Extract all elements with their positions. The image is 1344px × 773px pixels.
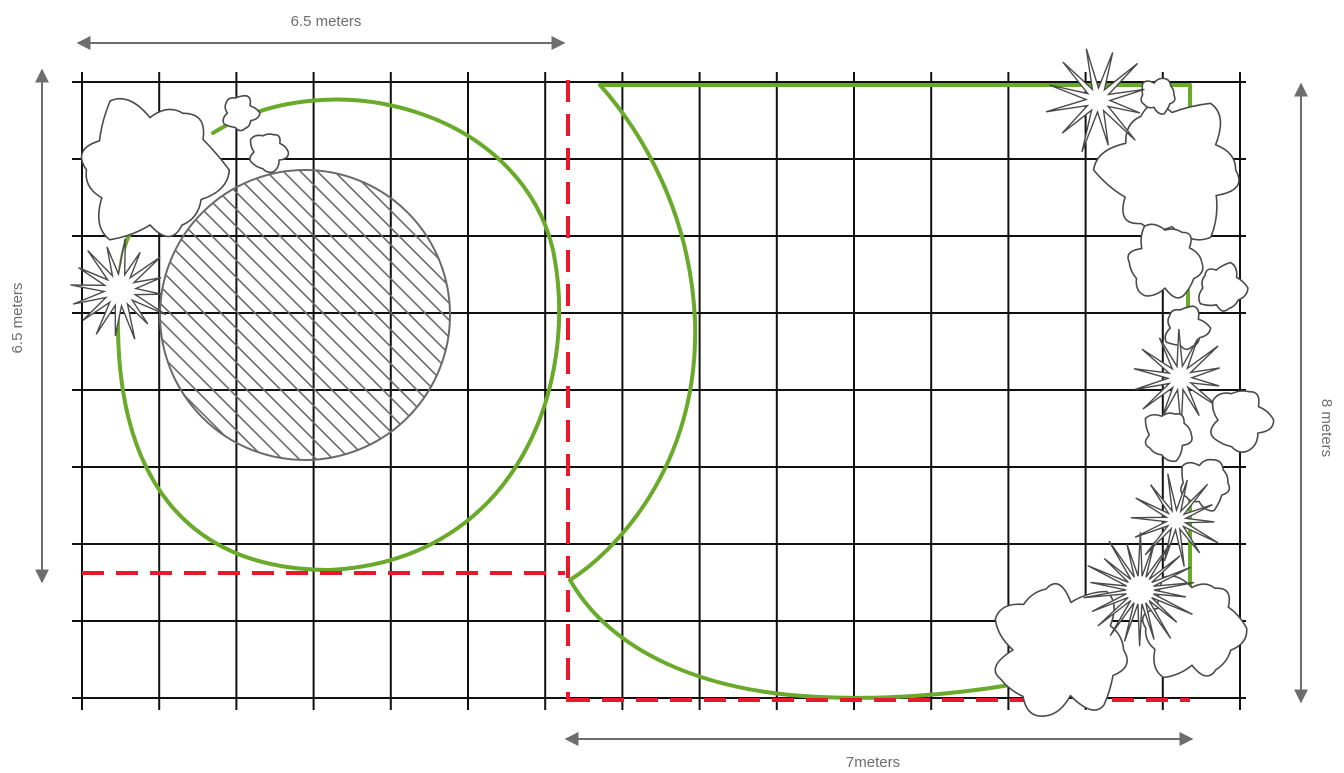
shrub-icon (1127, 223, 1204, 299)
shrub-icon (1198, 261, 1249, 312)
spiky-plant-icon (70, 238, 167, 340)
flower-cluster-icon (249, 133, 290, 174)
large-shrub-icon (994, 582, 1128, 717)
dimension-label-right: 8 meters (1318, 399, 1335, 457)
shrub-icon (1210, 390, 1275, 453)
large-shrub-icon (80, 97, 231, 241)
dimension-label-left: 6.5 meters (9, 283, 26, 354)
spiky-plant-icon (1130, 473, 1219, 567)
dimension-label-bottom: 7meters (846, 754, 900, 771)
spiky-plant-icon (1133, 328, 1221, 428)
large-shrub-icon (1092, 102, 1240, 241)
dimension-bottom: 7meters (564, 732, 1194, 771)
dimension-right: 8 meters (1294, 82, 1335, 704)
flower-cluster-icon (222, 94, 261, 132)
right-lawn-shape (568, 83, 1192, 700)
left-lawn-circle (115, 97, 562, 572)
lawn-outline (115, 83, 1192, 700)
dimension-label-top: 6.5 meters (291, 13, 362, 30)
dimension-left: 6.5 meters (9, 68, 49, 584)
spiky-plant-icon (1083, 532, 1195, 647)
flower-cluster-icon (1140, 77, 1176, 115)
dimension-top: 6.5 meters (76, 13, 566, 50)
flower-cluster-icon (1144, 412, 1193, 463)
spiky-plant-icon (1045, 48, 1145, 153)
plant-symbols (70, 48, 1275, 717)
